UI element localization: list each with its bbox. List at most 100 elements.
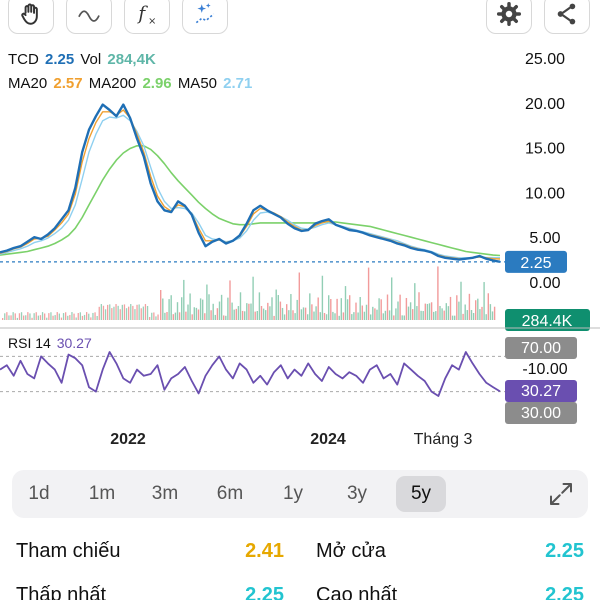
volume-bar bbox=[69, 314, 71, 320]
volume-bar bbox=[33, 313, 35, 320]
volume-bar bbox=[267, 302, 269, 320]
price-axis-tick: 20.00 bbox=[525, 96, 565, 113]
volume-bar bbox=[248, 303, 250, 320]
settings-button[interactable] bbox=[486, 0, 532, 34]
volume-bar bbox=[218, 301, 221, 320]
volume-bar bbox=[313, 311, 315, 320]
volume-bar bbox=[18, 313, 21, 320]
volume-bar bbox=[250, 303, 252, 320]
volume-bar bbox=[464, 304, 466, 320]
smart-tool-button[interactable] bbox=[182, 0, 228, 34]
volume-bar bbox=[166, 311, 168, 320]
volume-bar bbox=[485, 314, 487, 320]
volume-bar bbox=[288, 310, 290, 320]
ma50-line bbox=[0, 114, 501, 259]
volume-bar bbox=[98, 306, 100, 320]
share-icon bbox=[557, 3, 576, 25]
volume-bar bbox=[388, 310, 391, 320]
volume-bar bbox=[363, 311, 366, 320]
rsi-current-badge bbox=[505, 380, 577, 402]
range-6m[interactable]: 6m bbox=[216, 483, 244, 504]
volume-bar bbox=[397, 301, 399, 320]
rsi-axis-tick: -10.00 bbox=[522, 361, 567, 378]
expand-icon[interactable] bbox=[546, 479, 576, 509]
volume-bar bbox=[157, 314, 159, 320]
volume-bar bbox=[212, 303, 214, 320]
volume-bar bbox=[447, 306, 450, 320]
hand-tool-button[interactable] bbox=[8, 0, 54, 34]
range-1y[interactable]: 1y bbox=[282, 483, 304, 504]
volume-bar bbox=[41, 312, 44, 320]
volume-bar bbox=[79, 312, 81, 320]
stats-row-2: Thấp nhất 2.25 Cao nhất 2.25 bbox=[0, 584, 600, 600]
range-3m[interactable]: 3m bbox=[151, 483, 179, 504]
volume-bar bbox=[225, 315, 227, 320]
volume-bar bbox=[346, 299, 349, 320]
share-button[interactable] bbox=[544, 0, 590, 34]
volume-bar bbox=[214, 314, 216, 320]
volume-bar bbox=[445, 303, 447, 320]
volume-bar bbox=[189, 293, 191, 320]
volume-bar bbox=[146, 305, 149, 320]
volume-bar bbox=[10, 315, 12, 320]
chart-canvas[interactable]: 25.00 20.00 15.00 10.00 5.00 0.00 2.25 284.4K 70… bbox=[0, 40, 600, 460]
volume-bar bbox=[183, 279, 185, 320]
volume-bar bbox=[472, 312, 475, 320]
volume-bar bbox=[304, 307, 307, 320]
volume-bar bbox=[181, 297, 183, 320]
function-tool-button[interactable]: f × bbox=[124, 0, 170, 34]
range-1d[interactable]: 1d bbox=[28, 483, 50, 504]
volume-bar bbox=[275, 289, 277, 320]
volume-bar bbox=[100, 304, 102, 320]
volume-bar bbox=[204, 313, 206, 320]
volume-bar bbox=[441, 308, 443, 320]
open-label: Mở cửa bbox=[316, 540, 386, 562]
volume-bar bbox=[96, 315, 98, 320]
volume-bar bbox=[121, 304, 123, 320]
volume-bar bbox=[52, 315, 54, 320]
rsi-current-badge-text: 30.27 bbox=[521, 383, 561, 400]
trendline-tool-button[interactable] bbox=[66, 0, 112, 34]
volume-bar bbox=[302, 307, 305, 320]
rsi-70-badge bbox=[505, 337, 577, 359]
volume-bar bbox=[317, 297, 319, 320]
volume-bar bbox=[115, 304, 117, 320]
range-1m[interactable]: 1m bbox=[88, 483, 116, 504]
rsi-30-badge-text: 30.00 bbox=[521, 405, 561, 422]
volume-bar bbox=[334, 313, 336, 320]
volume-bar bbox=[185, 311, 187, 320]
price-axis-tick: 25.00 bbox=[525, 51, 565, 68]
volume-bar bbox=[378, 298, 380, 320]
volume-bar bbox=[155, 316, 157, 320]
volume-bar bbox=[256, 310, 258, 320]
volume-bar bbox=[31, 317, 33, 320]
range-3y[interactable]: 3y bbox=[346, 483, 368, 504]
volume-bar bbox=[439, 305, 441, 320]
volume-bar bbox=[353, 312, 355, 320]
volume-bar bbox=[487, 293, 489, 320]
volume-bar bbox=[227, 297, 229, 320]
volume-bar bbox=[14, 313, 16, 320]
volume-bar bbox=[426, 303, 429, 320]
hand-icon bbox=[21, 3, 38, 25]
volume-bar bbox=[340, 298, 342, 320]
vol-value: 284,4K bbox=[107, 51, 156, 68]
volume-bar bbox=[483, 282, 485, 320]
ma50-value: 2.71 bbox=[223, 75, 253, 92]
volume-bar bbox=[187, 304, 189, 320]
volume-bar bbox=[262, 308, 265, 320]
range-5y[interactable]: 5y bbox=[396, 476, 446, 512]
rsi-value: 30.27 bbox=[56, 335, 92, 351]
volume-bar bbox=[56, 312, 58, 320]
volume-bar bbox=[330, 298, 332, 320]
ma-legend: MA20 2.57 MA200 2.96 MA50 2.71 bbox=[8, 75, 254, 92]
volume-bar bbox=[233, 309, 235, 320]
volume-bar bbox=[136, 304, 138, 320]
volume-bar bbox=[149, 316, 151, 320]
volume-bar bbox=[16, 317, 18, 320]
stock-chart[interactable]: 25.00 20.00 15.00 10.00 5.00 0.00 2.25 284.4K 70… bbox=[0, 40, 600, 460]
x-axis-label: Tháng 3 bbox=[414, 431, 473, 448]
volume-bar bbox=[456, 295, 458, 320]
price-axis-tick: 10.00 bbox=[525, 185, 565, 202]
volume-bar bbox=[67, 315, 69, 320]
